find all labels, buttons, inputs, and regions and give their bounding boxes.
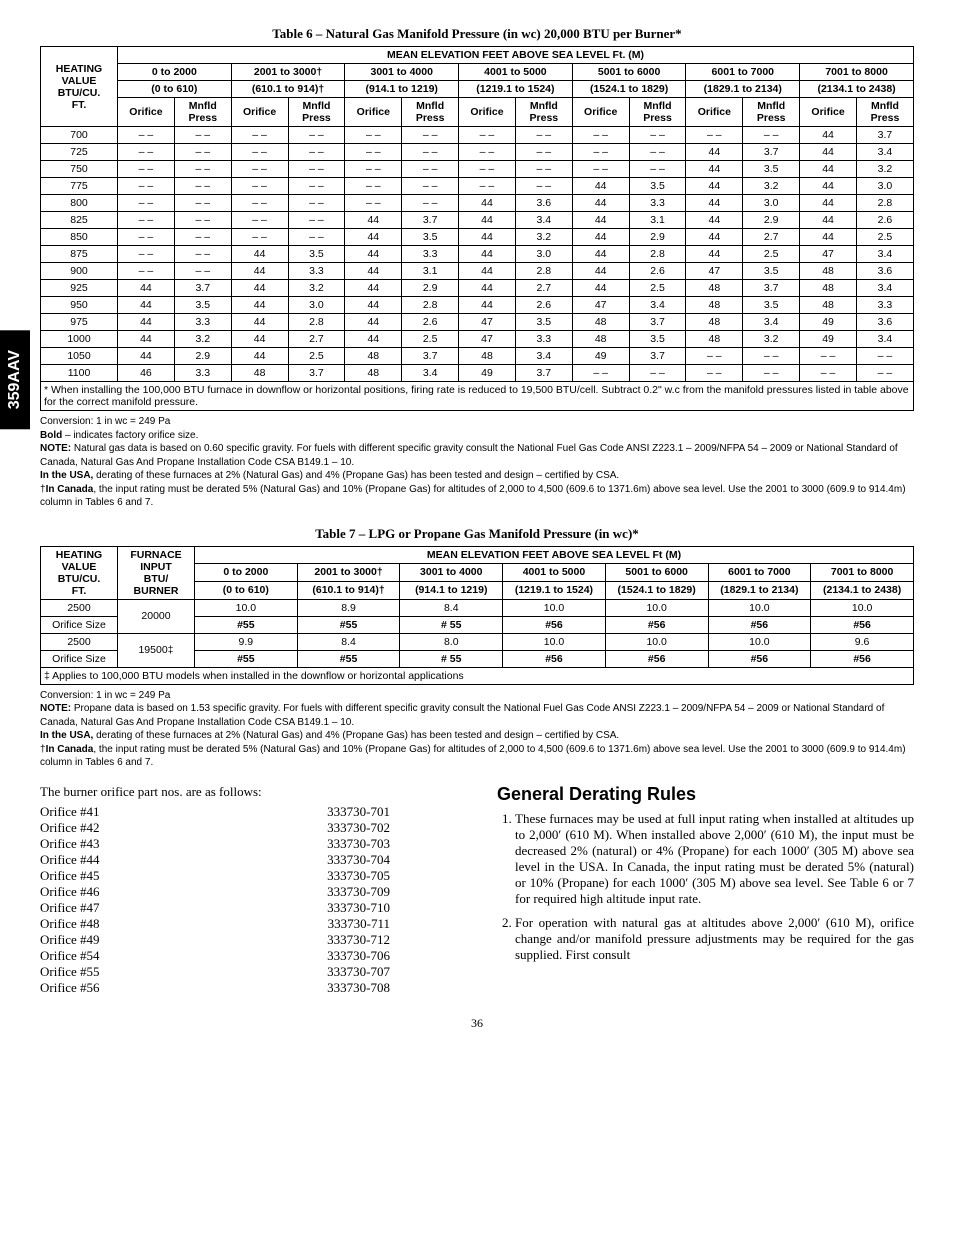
orifice-column: The burner orifice part nos. are as foll… bbox=[40, 784, 457, 996]
orifice-intro: The burner orifice part nos. are as foll… bbox=[40, 784, 457, 800]
page-number: 36 bbox=[40, 1016, 914, 1031]
orifice-row: Orifice #45333730-705 bbox=[40, 868, 390, 884]
orifice-row: Orifice #47333730-710 bbox=[40, 900, 390, 916]
rules-list: These furnaces may be used at full input… bbox=[497, 811, 914, 963]
orifice-row: Orifice #49333730-712 bbox=[40, 932, 390, 948]
rules-column: General Derating Rules These furnaces ma… bbox=[497, 784, 914, 996]
rules-heading: General Derating Rules bbox=[497, 784, 914, 805]
orifice-row: Orifice #44333730-704 bbox=[40, 852, 390, 868]
table6: HEATINGVALUEBTU/CU.FT.MEAN ELEVATION FEE… bbox=[40, 46, 914, 411]
orifice-row: Orifice #55333730-707 bbox=[40, 964, 390, 980]
orifice-row: Orifice #42333730-702 bbox=[40, 820, 390, 836]
orifice-row: Orifice #41333730-701 bbox=[40, 804, 390, 820]
table7: HEATINGVALUEBTU/CU.FT.FURNACEINPUTBTU/BU… bbox=[40, 546, 914, 685]
orifice-row: Orifice #56333730-708 bbox=[40, 980, 390, 996]
notes-table6: Conversion: 1 in wc = 249 PaBold – indic… bbox=[40, 415, 914, 510]
rule-item: For operation with natural gas at altitu… bbox=[515, 915, 914, 963]
table6-title: Table 6 – Natural Gas Manifold Pressure … bbox=[40, 26, 914, 42]
notes-table7: Conversion: 1 in wc = 249 PaNOTE: Propan… bbox=[40, 689, 914, 770]
table7-title: Table 7 – LPG or Propane Gas Manifold Pr… bbox=[40, 526, 914, 542]
orifice-row: Orifice #48333730-711 bbox=[40, 916, 390, 932]
orifice-row: Orifice #46333730-709 bbox=[40, 884, 390, 900]
orifice-row: Orifice #43333730-703 bbox=[40, 836, 390, 852]
side-tab: 359AAV bbox=[0, 330, 30, 429]
rule-item: These furnaces may be used at full input… bbox=[515, 811, 914, 907]
orifice-row: Orifice #54333730-706 bbox=[40, 948, 390, 964]
